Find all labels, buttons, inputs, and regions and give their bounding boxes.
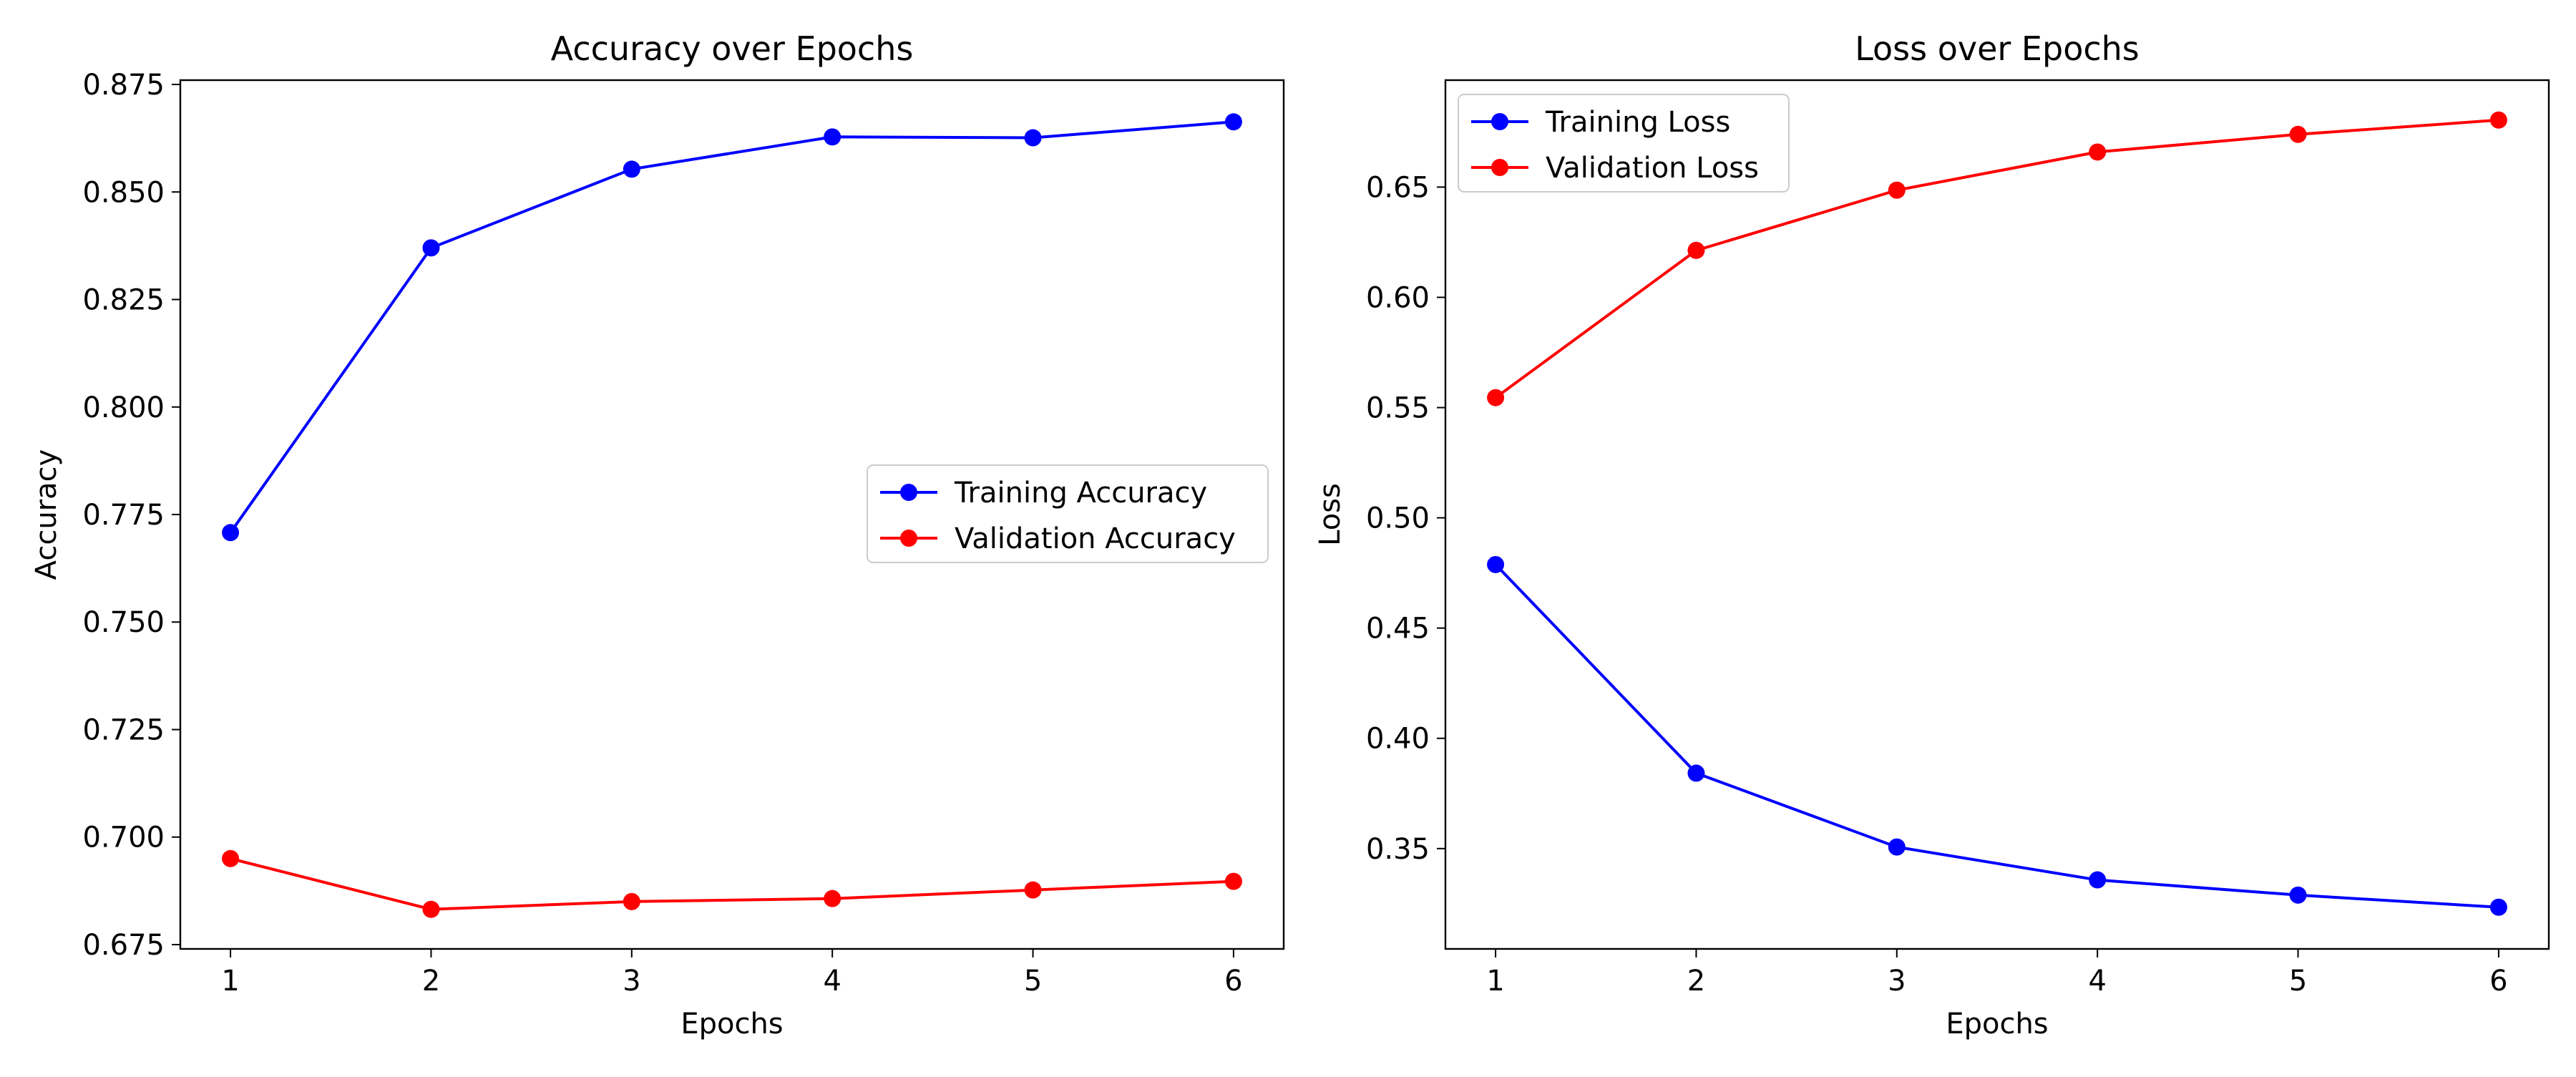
data-point: [623, 892, 640, 910]
legend-box: [1458, 94, 1790, 193]
data-point: [2089, 143, 2107, 161]
plot-frame: [1444, 79, 2550, 950]
legend-marker: [900, 530, 917, 547]
y-tick-label: 0.50: [1366, 502, 1430, 535]
legend-label: Validation Accuracy: [955, 522, 1236, 555]
series-line-2: [230, 857, 1234, 911]
y-tick-label: 0.850: [82, 176, 165, 209]
data-point: [2289, 125, 2307, 143]
data-point: [824, 890, 841, 907]
data-point: [2489, 111, 2507, 129]
y-tick-label: 0.40: [1366, 723, 1430, 756]
x-tick-label: 3: [1888, 965, 1906, 998]
legend-marker: [1491, 113, 1508, 130]
x-tick-label: 3: [623, 965, 640, 998]
data-point: [422, 239, 440, 257]
data-point: [1888, 838, 1906, 856]
chart-1: Accuracy over Epochs 1 2 3 4 5 6 0.675 0.700 0.72…: [30, 29, 1285, 1041]
x-tick-label: 2: [422, 965, 440, 998]
y-tick-label: 0.60: [1366, 282, 1430, 315]
y-tick-label: 0.675: [82, 929, 165, 962]
x-tick-label: 6: [2489, 965, 2507, 998]
x-tick-label: 2: [1687, 965, 1705, 998]
y-tick-label: 0.700: [82, 822, 165, 854]
legend-label: Validation Loss: [1546, 152, 1759, 185]
y-tick-label: 0.750: [82, 606, 165, 639]
x-axis-label: Epochs: [1946, 1008, 2048, 1041]
legend: Training Loss Validation Loss: [1458, 94, 1790, 193]
data-point: [1024, 129, 1042, 147]
series-line-1: [229, 120, 1234, 534]
legend-label: Training Accuracy: [954, 477, 1207, 510]
data-point: [222, 849, 240, 867]
legend-marker: [900, 484, 917, 501]
data-point: [422, 900, 440, 918]
legend: Training Accuracy Validation Accuracy: [867, 464, 1269, 563]
data-point: [1687, 764, 1705, 782]
data-point: [1487, 555, 1505, 573]
series-line-2: [1494, 118, 2499, 399]
x-tick-label: 4: [823, 965, 841, 998]
y-tick-label: 0.825: [82, 284, 165, 317]
x-tick-label: 4: [2088, 965, 2106, 998]
y-tick-label: 0.875: [82, 69, 165, 102]
data-point: [1224, 872, 1242, 890]
chart-title: Accuracy over Epochs: [551, 29, 914, 68]
y-tick-label: 0.775: [82, 499, 165, 532]
data-point: [2289, 886, 2307, 904]
data-point: [824, 128, 841, 146]
data-point: [1687, 241, 1705, 259]
x-tick-label: 1: [221, 965, 239, 998]
series-line-1: [1494, 563, 2499, 909]
data-point: [1487, 389, 1505, 406]
data-point: [2089, 871, 2107, 889]
data-point: [222, 524, 240, 542]
y-tick-label: 0.55: [1366, 392, 1430, 425]
data-point: [1224, 113, 1242, 131]
y-tick-label: 0.35: [1366, 833, 1430, 866]
x-tick-label: 5: [1024, 965, 1042, 998]
data-point: [1888, 181, 1906, 199]
legend-box: [867, 464, 1269, 563]
x-axis-label: Epochs: [680, 1008, 783, 1041]
y-tick-label: 0.45: [1366, 613, 1430, 645]
y-axis-label: Accuracy: [30, 449, 63, 580]
y-axis-label: Loss: [1314, 483, 1347, 546]
data-point: [2489, 898, 2507, 916]
y-tick-label: 0.725: [82, 713, 165, 746]
data-point: [623, 160, 640, 178]
y-tick-label: 0.65: [1366, 171, 1430, 204]
x-tick-label: 6: [1224, 965, 1242, 998]
legend-label: Training Loss: [1545, 106, 1730, 139]
legend-marker: [1491, 159, 1508, 176]
chart-title: Loss over Epochs: [1855, 29, 2140, 68]
y-tick-label: 0.800: [82, 391, 165, 424]
x-tick-label: 5: [2289, 965, 2307, 998]
data-point: [1024, 881, 1042, 899]
x-tick-label: 1: [1486, 965, 1504, 998]
chart-2: Loss over Epochs 1 2 3 4 5 6 0.35 0.40 0.45 0.50 0.…: [1314, 29, 2550, 1041]
